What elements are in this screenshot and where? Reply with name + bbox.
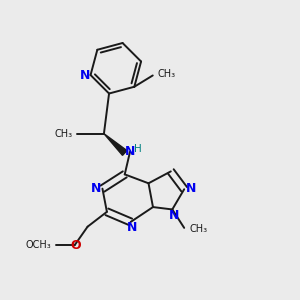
Text: CH₃: CH₃ — [158, 69, 175, 79]
Text: CH₃: CH₃ — [54, 129, 72, 139]
Polygon shape — [104, 134, 127, 155]
Text: N: N — [80, 68, 90, 82]
Text: N: N — [125, 145, 135, 158]
Text: OCH₃: OCH₃ — [26, 239, 52, 250]
Text: N: N — [185, 182, 196, 194]
Text: N: N — [91, 182, 101, 194]
Text: CH₃: CH₃ — [190, 224, 208, 234]
Text: N: N — [169, 209, 179, 222]
Text: N: N — [126, 221, 137, 234]
Text: O: O — [70, 238, 81, 252]
Text: H: H — [134, 144, 142, 154]
